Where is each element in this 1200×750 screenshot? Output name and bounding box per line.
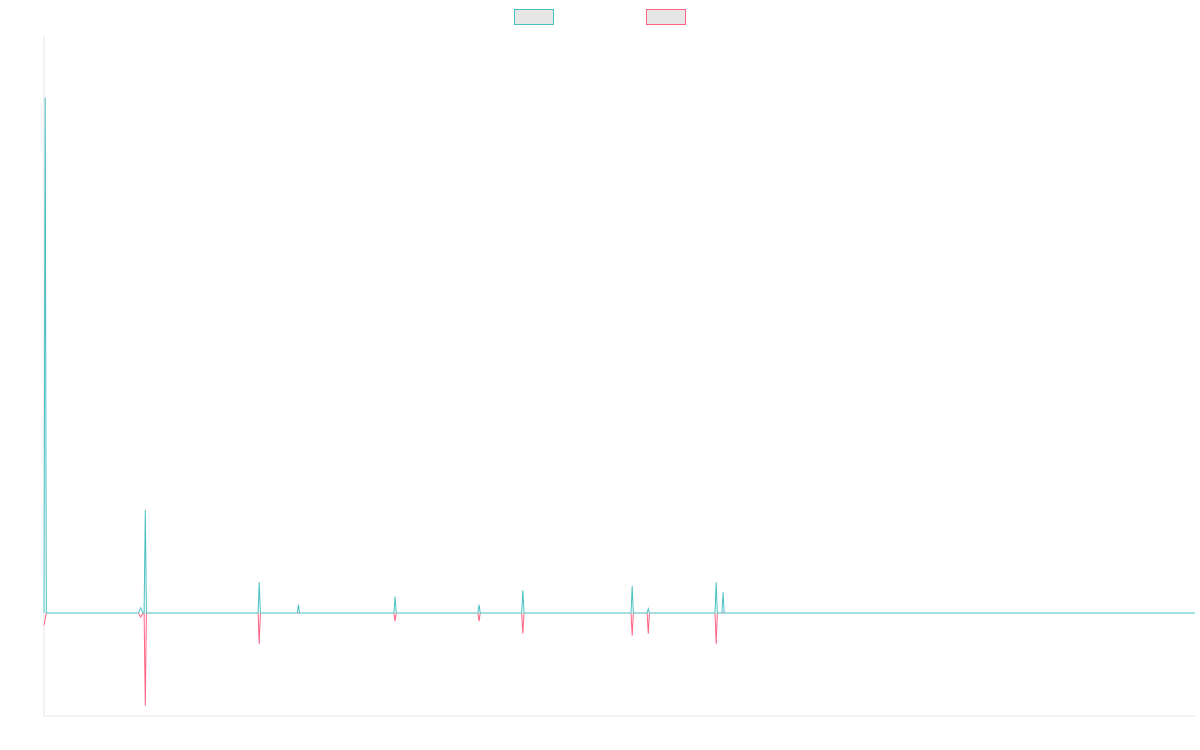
chart-axes — [43, 36, 1195, 717]
series-line-2 — [43, 612, 1195, 706]
chart-series — [43, 97, 1195, 706]
series-line-1 — [43, 97, 1195, 614]
legend-swatch-1[interactable] — [514, 9, 554, 25]
legend-swatch-2[interactable] — [646, 9, 686, 25]
